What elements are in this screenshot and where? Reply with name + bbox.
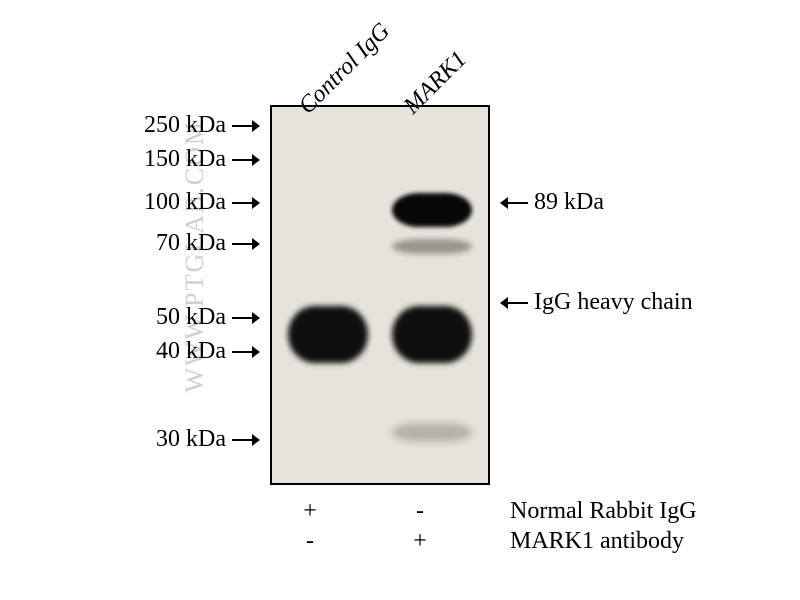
lane-mark1 <box>384 107 479 483</box>
arrow-right-icon <box>232 113 260 140</box>
right-annotation: IgG heavy chain <box>500 289 693 317</box>
right-annotation-label: 89 kDa <box>534 189 604 215</box>
reagent-name: Normal Rabbit IgG <box>510 498 697 525</box>
arrow-left-icon <box>500 196 528 210</box>
mw-marker: 150 kDa <box>0 146 260 174</box>
mw-marker-label: 150 kDa <box>144 146 226 172</box>
arrow-right-icon <box>232 311 260 325</box>
band <box>392 306 472 362</box>
reagent-symbol: - <box>410 498 430 525</box>
figure-container: WWW.PTGLAB.COM Control IgGMARK1 250 kDa1… <box>0 0 800 600</box>
arrow-right-icon <box>232 153 260 167</box>
mw-marker: 50 kDa <box>0 304 260 332</box>
mw-marker: 250 kDa <box>0 112 260 140</box>
arrow-right-icon <box>232 237 260 251</box>
band <box>392 239 472 254</box>
mw-marker-label: 100 kDa <box>144 189 226 215</box>
arrow-left-icon <box>500 290 528 317</box>
mw-marker-label: 40 kDa <box>156 338 226 364</box>
mw-marker: 40 kDa <box>0 338 260 366</box>
reagent-name: MARK1 antibody <box>510 528 684 555</box>
arrow-right-icon <box>232 433 260 447</box>
arrow-right-icon <box>232 305 260 332</box>
arrow-left-icon <box>500 190 528 217</box>
arrow-left-icon <box>500 296 528 310</box>
reagent-symbol: + <box>410 528 430 555</box>
lane-control_igg <box>281 107 376 483</box>
arrow-right-icon <box>232 119 260 133</box>
reagent-symbol: + <box>300 498 320 525</box>
arrow-right-icon <box>232 427 260 454</box>
arrow-right-icon <box>232 339 260 366</box>
band <box>392 193 472 227</box>
right-annotation-label: IgG heavy chain <box>534 289 693 315</box>
mw-marker-label: 30 kDa <box>156 426 226 452</box>
arrow-right-icon <box>232 190 260 217</box>
arrow-right-icon <box>232 196 260 210</box>
mw-marker-label: 70 kDa <box>156 230 226 256</box>
mw-marker-label: 50 kDa <box>156 304 226 330</box>
reagent-symbol: - <box>300 528 320 555</box>
arrow-right-icon <box>232 231 260 258</box>
band <box>288 306 368 362</box>
right-annotation: 89 kDa <box>500 189 604 217</box>
band <box>392 423 472 442</box>
arrow-right-icon <box>232 345 260 359</box>
blot-frame <box>270 105 490 485</box>
mw-marker-label: 250 kDa <box>144 112 226 138</box>
mw-marker: 70 kDa <box>0 230 260 258</box>
mw-marker: 30 kDa <box>0 426 260 454</box>
mw-marker: 100 kDa <box>0 189 260 217</box>
arrow-right-icon <box>232 147 260 174</box>
